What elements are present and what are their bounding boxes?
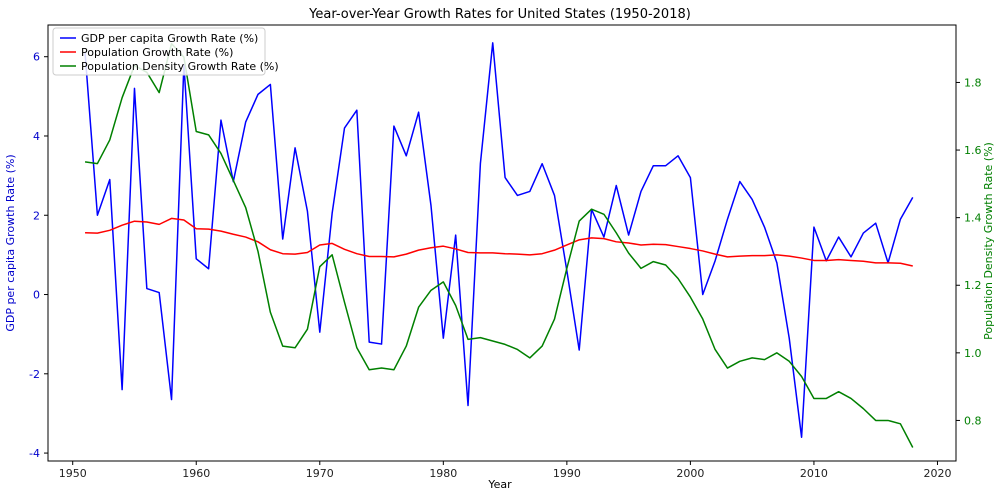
x-tick-label: 1980 [429, 467, 457, 480]
y-axis-left-label: GDP per capita Growth Rate (%) [4, 154, 17, 331]
y-left-tick-label: 0 [33, 289, 40, 302]
y-left-tick-label: 2 [33, 209, 40, 222]
y-right-tick-label: 1.2 [964, 279, 982, 292]
x-tick-label: 2010 [800, 467, 828, 480]
y-right-tick-label: 1.6 [964, 144, 982, 157]
y-left-tick-label: 6 [33, 51, 40, 64]
x-tick-label: 1960 [182, 467, 210, 480]
x-axis: 1950 1960 1970 1980 1990 2000 2010 2020 [59, 461, 951, 480]
y-right-tick-label: 0.8 [964, 414, 982, 427]
plot-frame [47, 24, 957, 462]
y-right-tick-label: 1.4 [964, 212, 982, 225]
x-tick-label: 1970 [306, 467, 334, 480]
legend-label-population: Population Growth Rate (%) [81, 46, 233, 59]
legend-label-density: Population Density Growth Rate (%) [81, 60, 279, 73]
x-tick-label: 2000 [676, 467, 704, 480]
y-left-tick-label: -4 [29, 447, 40, 460]
chart-title: Year-over-Year Growth Rates for United S… [308, 7, 691, 22]
series-lines [84, 42, 914, 448]
series-line-gdp-per-capita [84, 42, 914, 438]
x-tick-label: 1990 [553, 467, 581, 480]
y-right-tick-label: 1.0 [964, 347, 982, 360]
legend: GDP per capita Growth Rate (%) Populatio… [52, 27, 279, 76]
y-left-tick-label: 4 [33, 130, 40, 143]
x-tick-label: 1950 [59, 467, 87, 480]
y-axis-right-label: Population Density Growth Rate (%) [982, 142, 995, 340]
series-line-population-density [84, 42, 914, 448]
y-right-tick-label: 1.8 [964, 76, 982, 89]
x-tick-label: 2020 [923, 467, 951, 480]
x-axis-label: Year [487, 478, 512, 491]
legend-label-gdp: GDP per capita Growth Rate (%) [81, 32, 258, 45]
y-left-tick-label: -2 [29, 368, 40, 381]
series-line-population [85, 217, 913, 267]
legend-box [52, 27, 266, 76]
y-axis-right: 0.8 1.0 1.2 1.4 1.6 1.8 [956, 76, 982, 427]
y-axis-left: -4 -2 0 2 4 6 [29, 51, 48, 460]
